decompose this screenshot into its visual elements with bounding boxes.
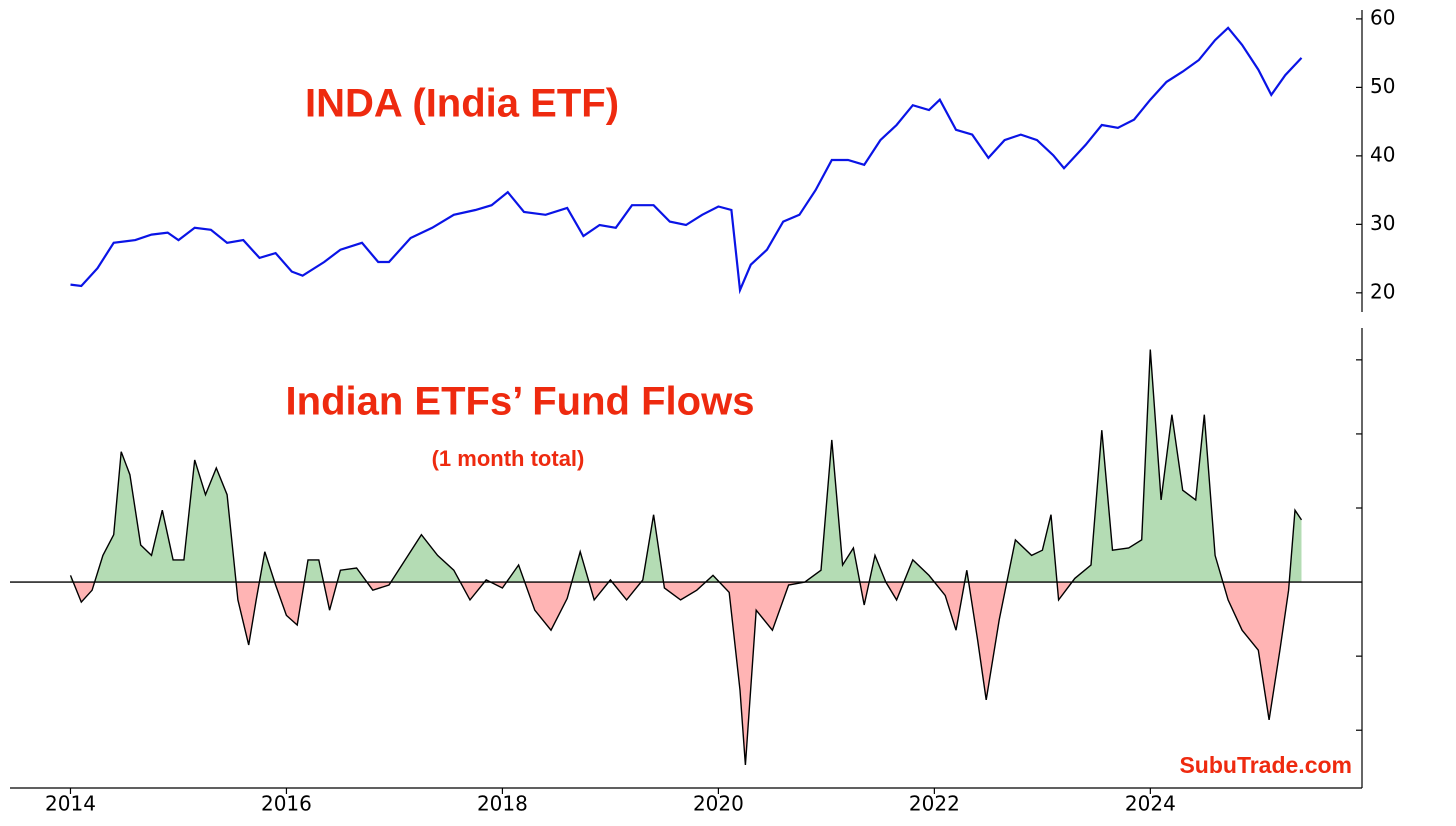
x-tick-label: 2022 — [909, 792, 960, 816]
negative-area — [73, 582, 1290, 765]
x-tick-label: 2018 — [477, 792, 528, 816]
chart-subtitle: (1 month total) — [432, 446, 585, 471]
y-tick-label: 60 — [1370, 5, 1395, 29]
x-tick-label: 2020 — [693, 792, 744, 816]
positive-area — [70, 349, 1302, 583]
flow-line — [69, 349, 1303, 766]
y-tick-label: 50 — [1370, 74, 1395, 98]
annotation: SubuTrade.com — [1179, 752, 1352, 778]
price-line — [70, 26, 1303, 295]
y-tick-label: 20 — [1370, 279, 1395, 303]
x-tick-label: 2016 — [261, 792, 312, 816]
chart-title: INDA (India ETF) — [305, 82, 619, 126]
y-tick-label: 30 — [1370, 211, 1395, 235]
chart-title: Indian ETFs’ Fund Flows — [286, 380, 755, 424]
x-tick-label: 2014 — [45, 792, 96, 816]
y-tick-label: 40 — [1370, 142, 1395, 166]
x-tick-label: 2024 — [1125, 792, 1176, 816]
